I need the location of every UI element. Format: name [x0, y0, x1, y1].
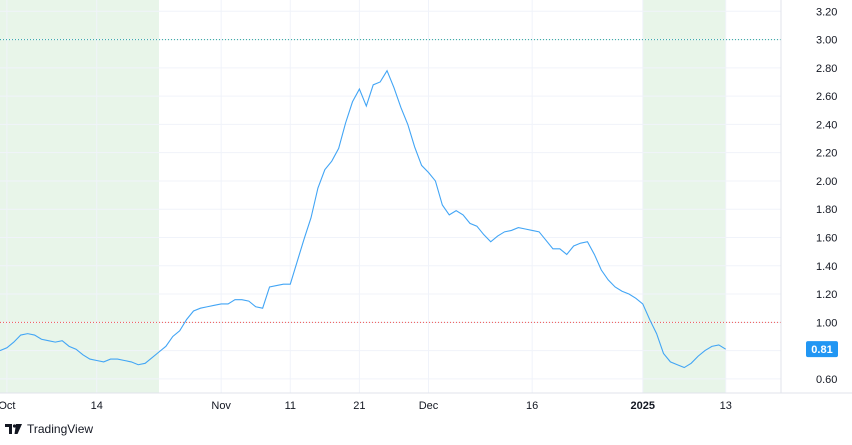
time-tick-label-3: 11	[285, 400, 296, 412]
price-tick-label-5: 1.60	[816, 232, 837, 244]
price-tick-label-13: 3.20	[816, 6, 837, 18]
price-tick-label-0: 0.60	[816, 374, 837, 386]
last-value-badge-bg	[806, 341, 838, 358]
session-shading	[0, 0, 726, 393]
last-value-badge: 0.81	[806, 341, 838, 358]
price-tick-label-11: 2.80	[816, 63, 837, 75]
price-tick-label-12: 3.00	[816, 35, 837, 47]
tradingview-brand[interactable]: TradingView	[5, 420, 93, 438]
last-value-label: 0.81	[811, 344, 832, 356]
time-axis[interactable]: Oct 14 Nov 11 21 Dec 16 2025 13	[0, 400, 732, 412]
shaded-range-0	[0, 0, 159, 393]
time-tick-label-8: 13	[720, 400, 732, 412]
price-axis[interactable]: 0.600.801.001.201.401.601.802.002.202.40…	[816, 6, 837, 386]
shaded-range-1	[642, 0, 726, 393]
time-tick-label-5: Dec	[419, 400, 439, 412]
time-tick-label-0: Oct	[0, 400, 15, 412]
brand-name: TradingView	[27, 422, 94, 436]
time-tick-label-7: 2025	[631, 400, 655, 412]
time-tick-label-1: 14	[91, 400, 103, 412]
time-tick-label-4: 21	[353, 400, 365, 412]
reference-lines	[0, 39, 781, 323]
price-tick-label-7: 2.00	[816, 176, 837, 188]
price-tick-label-6: 1.80	[816, 204, 837, 216]
time-tick-label-6: 16	[526, 400, 538, 412]
tradingview-logo-icon	[5, 424, 22, 434]
time-tick-label-2: Nov	[211, 400, 231, 412]
series-line	[0, 69, 726, 369]
price-tick-label-10: 2.60	[816, 91, 837, 103]
price-tick-label-3: 1.20	[816, 289, 837, 301]
price-tick-label-2: 1.00	[816, 317, 837, 329]
grid-lines	[0, 0, 781, 393]
price-tick-label-4: 1.40	[816, 261, 837, 273]
price-tick-label-9: 2.40	[816, 119, 837, 131]
price-tick-label-8: 2.20	[816, 148, 837, 160]
